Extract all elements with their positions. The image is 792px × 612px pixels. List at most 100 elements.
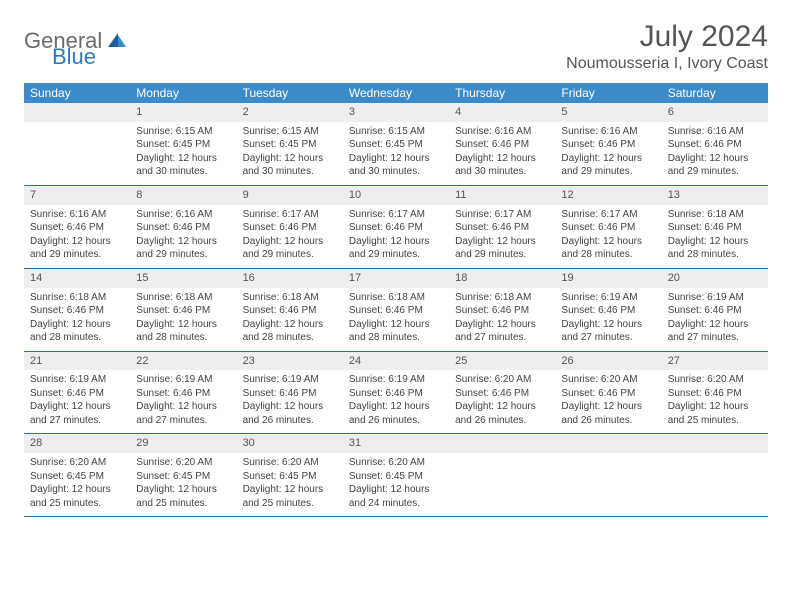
- calendar-day-cell: [24, 103, 130, 185]
- day-details: Sunrise: 6:17 AMSunset: 6:46 PMDaylight:…: [449, 205, 555, 268]
- calendar-day-cell: 15Sunrise: 6:18 AMSunset: 6:46 PMDayligh…: [130, 268, 236, 351]
- sunrise-text: Sunrise: 6:19 AM: [30, 373, 124, 387]
- daylight-text: Daylight: 12 hours and 28 minutes.: [349, 318, 443, 345]
- sunset-text: Sunset: 6:46 PM: [243, 387, 337, 401]
- calendar-day-cell: 26Sunrise: 6:20 AMSunset: 6:46 PMDayligh…: [555, 351, 661, 434]
- daylight-text: Daylight: 12 hours and 28 minutes.: [668, 235, 762, 262]
- day-details: Sunrise: 6:18 AMSunset: 6:46 PMDaylight:…: [449, 288, 555, 351]
- sunset-text: Sunset: 6:45 PM: [243, 138, 337, 152]
- sunset-text: Sunset: 6:45 PM: [30, 470, 124, 484]
- calendar-day-cell: 4Sunrise: 6:16 AMSunset: 6:46 PMDaylight…: [449, 103, 555, 185]
- daylight-text: Daylight: 12 hours and 30 minutes.: [349, 152, 443, 179]
- calendar-day-cell: 22Sunrise: 6:19 AMSunset: 6:46 PMDayligh…: [130, 351, 236, 434]
- sunrise-text: Sunrise: 6:20 AM: [561, 373, 655, 387]
- daylight-text: Daylight: 12 hours and 26 minutes.: [349, 400, 443, 427]
- daylight-text: Daylight: 12 hours and 29 minutes.: [349, 235, 443, 262]
- sunrise-text: Sunrise: 6:17 AM: [561, 208, 655, 222]
- sunset-text: Sunset: 6:46 PM: [668, 221, 762, 235]
- day-number: 5: [555, 103, 661, 122]
- day-details: Sunrise: 6:15 AMSunset: 6:45 PMDaylight:…: [130, 122, 236, 185]
- sunrise-text: Sunrise: 6:17 AM: [349, 208, 443, 222]
- sunset-text: Sunset: 6:45 PM: [349, 138, 443, 152]
- day-details: Sunrise: 6:19 AMSunset: 6:46 PMDaylight:…: [130, 370, 236, 433]
- day-details: Sunrise: 6:19 AMSunset: 6:46 PMDaylight:…: [237, 370, 343, 433]
- daylight-text: Daylight: 12 hours and 25 minutes.: [30, 483, 124, 510]
- dow-header: Monday: [130, 83, 236, 103]
- sunrise-text: Sunrise: 6:20 AM: [136, 456, 230, 470]
- calendar-day-cell: 30Sunrise: 6:20 AMSunset: 6:45 PMDayligh…: [237, 434, 343, 517]
- dow-header: Thursday: [449, 83, 555, 103]
- day-details: Sunrise: 6:20 AMSunset: 6:45 PMDaylight:…: [343, 453, 449, 516]
- day-details-empty: [24, 122, 130, 145]
- sunrise-text: Sunrise: 6:16 AM: [668, 125, 762, 139]
- daylight-text: Daylight: 12 hours and 26 minutes.: [561, 400, 655, 427]
- day-details: Sunrise: 6:15 AMSunset: 6:45 PMDaylight:…: [343, 122, 449, 185]
- day-number: 17: [343, 269, 449, 288]
- sunrise-text: Sunrise: 6:16 AM: [136, 208, 230, 222]
- sunrise-text: Sunrise: 6:20 AM: [349, 456, 443, 470]
- sunrise-text: Sunrise: 6:20 AM: [30, 456, 124, 470]
- title-block: July 2024 Noumousseria I, Ivory Coast: [566, 20, 768, 73]
- daylight-text: Daylight: 12 hours and 30 minutes.: [243, 152, 337, 179]
- sunrise-text: Sunrise: 6:16 AM: [455, 125, 549, 139]
- day-details-empty: [449, 453, 555, 476]
- brand-sail-icon: [106, 31, 128, 54]
- sunset-text: Sunset: 6:46 PM: [30, 304, 124, 318]
- sunrise-text: Sunrise: 6:20 AM: [243, 456, 337, 470]
- sunset-text: Sunset: 6:46 PM: [349, 387, 443, 401]
- calendar-day-cell: 20Sunrise: 6:19 AMSunset: 6:46 PMDayligh…: [662, 268, 768, 351]
- sunset-text: Sunset: 6:46 PM: [349, 304, 443, 318]
- day-details: Sunrise: 6:16 AMSunset: 6:46 PMDaylight:…: [555, 122, 661, 185]
- calendar-day-cell: 25Sunrise: 6:20 AMSunset: 6:46 PMDayligh…: [449, 351, 555, 434]
- calendar-week-row: 21Sunrise: 6:19 AMSunset: 6:46 PMDayligh…: [24, 351, 768, 434]
- sunrise-text: Sunrise: 6:19 AM: [349, 373, 443, 387]
- daylight-text: Daylight: 12 hours and 27 minutes.: [30, 400, 124, 427]
- day-details: Sunrise: 6:20 AMSunset: 6:45 PMDaylight:…: [237, 453, 343, 516]
- calendar-day-cell: 31Sunrise: 6:20 AMSunset: 6:45 PMDayligh…: [343, 434, 449, 517]
- sunrise-text: Sunrise: 6:16 AM: [561, 125, 655, 139]
- sunset-text: Sunset: 6:46 PM: [243, 221, 337, 235]
- day-number: 27: [662, 352, 768, 371]
- daylight-text: Daylight: 12 hours and 25 minutes.: [668, 400, 762, 427]
- dow-header: Friday: [555, 83, 661, 103]
- calendar-day-cell: 14Sunrise: 6:18 AMSunset: 6:46 PMDayligh…: [24, 268, 130, 351]
- sunset-text: Sunset: 6:46 PM: [455, 221, 549, 235]
- day-details: Sunrise: 6:20 AMSunset: 6:46 PMDaylight:…: [555, 370, 661, 433]
- dow-header: Tuesday: [237, 83, 343, 103]
- sunrise-text: Sunrise: 6:16 AM: [30, 208, 124, 222]
- daylight-text: Daylight: 12 hours and 29 minutes.: [455, 235, 549, 262]
- daylight-text: Daylight: 12 hours and 25 minutes.: [136, 483, 230, 510]
- day-number: 16: [237, 269, 343, 288]
- day-details: Sunrise: 6:18 AMSunset: 6:46 PMDaylight:…: [237, 288, 343, 351]
- sunset-text: Sunset: 6:46 PM: [455, 387, 549, 401]
- day-number: 8: [130, 186, 236, 205]
- sunrise-text: Sunrise: 6:17 AM: [455, 208, 549, 222]
- day-number: 7: [24, 186, 130, 205]
- daylight-text: Daylight: 12 hours and 28 minutes.: [30, 318, 124, 345]
- day-number: 12: [555, 186, 661, 205]
- day-details: Sunrise: 6:20 AMSunset: 6:46 PMDaylight:…: [449, 370, 555, 433]
- day-number: 26: [555, 352, 661, 371]
- day-number: 11: [449, 186, 555, 205]
- sunrise-text: Sunrise: 6:19 AM: [136, 373, 230, 387]
- calendar-week-row: 7Sunrise: 6:16 AMSunset: 6:46 PMDaylight…: [24, 185, 768, 268]
- day-details: Sunrise: 6:18 AMSunset: 6:46 PMDaylight:…: [662, 205, 768, 268]
- day-number: 29: [130, 434, 236, 453]
- day-details: Sunrise: 6:20 AMSunset: 6:45 PMDaylight:…: [130, 453, 236, 516]
- daylight-text: Daylight: 12 hours and 24 minutes.: [349, 483, 443, 510]
- day-number-empty: [555, 434, 661, 453]
- sunrise-text: Sunrise: 6:15 AM: [243, 125, 337, 139]
- sunset-text: Sunset: 6:46 PM: [243, 304, 337, 318]
- calendar-day-cell: 12Sunrise: 6:17 AMSunset: 6:46 PMDayligh…: [555, 185, 661, 268]
- day-number: 30: [237, 434, 343, 453]
- daylight-text: Daylight: 12 hours and 28 minutes.: [136, 318, 230, 345]
- calendar-day-cell: [555, 434, 661, 517]
- day-details: Sunrise: 6:18 AMSunset: 6:46 PMDaylight:…: [343, 288, 449, 351]
- sunrise-text: Sunrise: 6:15 AM: [349, 125, 443, 139]
- sunset-text: Sunset: 6:45 PM: [243, 470, 337, 484]
- sunset-text: Sunset: 6:46 PM: [136, 304, 230, 318]
- calendar-week-row: 28Sunrise: 6:20 AMSunset: 6:45 PMDayligh…: [24, 434, 768, 517]
- daylight-text: Daylight: 12 hours and 28 minutes.: [561, 235, 655, 262]
- calendar-day-cell: 9Sunrise: 6:17 AMSunset: 6:46 PMDaylight…: [237, 185, 343, 268]
- day-number: 31: [343, 434, 449, 453]
